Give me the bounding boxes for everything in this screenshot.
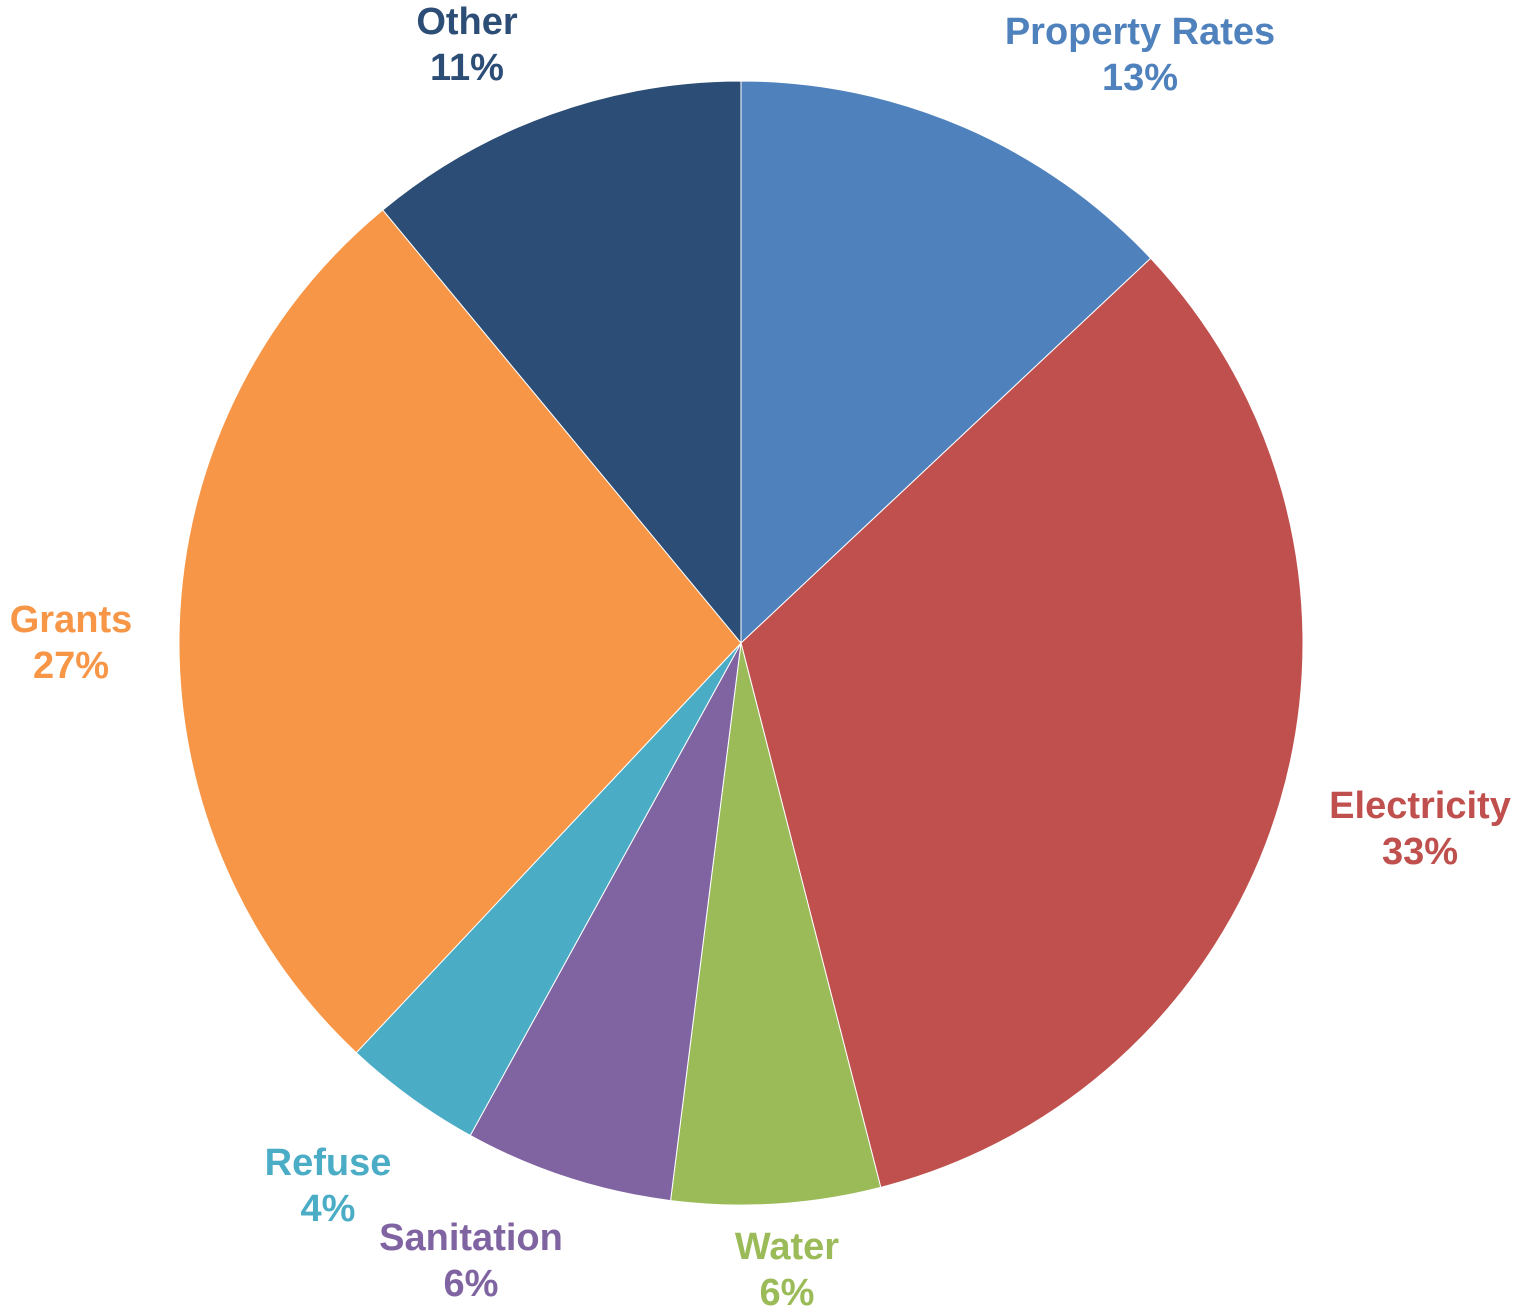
slice-percent-other: 11% [430, 47, 504, 89]
slice-label-grants: Grants 27% [10, 599, 132, 687]
slice-percent-grants: 27% [33, 645, 109, 687]
pie-slice-electricity [740, 257, 1304, 1188]
slice-category-grants: Grants [10, 599, 132, 641]
pie-labels: Property Rates 13%Electricity 33%Water 6%Sa… [10, 1, 1511, 1311]
pie-slices [178, 80, 1304, 1206]
slice-category-other: Other [416, 1, 518, 43]
slice-category-refuse: Refuse [265, 1142, 392, 1184]
slice-category-property-rates: Property Rates [1005, 11, 1275, 53]
slice-category-electricity: Electricity [1329, 785, 1511, 827]
slice-label-refuse: Refuse 4% [265, 1142, 392, 1230]
pie-slice-grants [178, 209, 742, 1054]
slice-label-sanitation: Sanitation 6% [379, 1217, 563, 1305]
pie-slice-other [382, 80, 742, 645]
slice-label-other: Other 11% [416, 1, 518, 89]
slice-label-property-rates: Property Rates 13% [1005, 11, 1275, 99]
slice-percent-refuse: 4% [301, 1188, 356, 1230]
slice-percent-water: 6% [760, 1272, 815, 1311]
pie-slice-property-rates [740, 80, 1152, 645]
slice-percent-sanitation: 6% [444, 1263, 499, 1305]
slice-label-electricity: Electricity 33% [1329, 785, 1511, 873]
slice-percent-electricity: 33% [1382, 831, 1458, 873]
pie-slice-sanitation [469, 642, 742, 1202]
slice-label-water: Water 6% [735, 1226, 839, 1311]
slice-percent-property-rates: 13% [1102, 57, 1178, 99]
slice-category-sanitation: Sanitation [379, 1217, 563, 1259]
pie-slice-water [670, 642, 882, 1206]
slice-category-water: Water [735, 1226, 839, 1268]
